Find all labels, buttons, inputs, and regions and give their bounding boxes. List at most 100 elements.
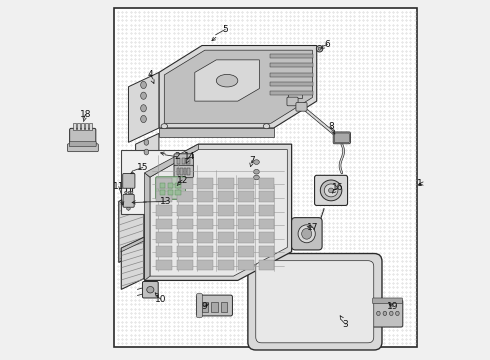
Polygon shape xyxy=(119,187,144,262)
Text: 3: 3 xyxy=(343,320,348,329)
Text: 16: 16 xyxy=(332,183,343,192)
Polygon shape xyxy=(136,134,159,166)
Bar xyxy=(259,205,274,216)
Bar xyxy=(238,232,254,243)
Polygon shape xyxy=(270,63,313,67)
Bar xyxy=(175,190,181,195)
Bar xyxy=(238,219,254,229)
Bar xyxy=(259,178,274,189)
Polygon shape xyxy=(270,82,313,86)
Polygon shape xyxy=(270,73,313,77)
Text: 11: 11 xyxy=(113,182,124,191)
Bar xyxy=(197,192,213,202)
Bar xyxy=(175,183,181,188)
Bar xyxy=(238,178,254,189)
Text: 6: 6 xyxy=(324,40,330,49)
Bar xyxy=(177,232,193,243)
Ellipse shape xyxy=(147,287,154,293)
Bar xyxy=(197,232,213,243)
Bar xyxy=(156,260,172,270)
FancyBboxPatch shape xyxy=(334,133,349,143)
Bar xyxy=(220,302,227,312)
Bar xyxy=(177,246,193,257)
Bar xyxy=(168,183,173,188)
Bar xyxy=(259,232,274,243)
FancyBboxPatch shape xyxy=(69,141,96,147)
Bar xyxy=(177,260,193,270)
Ellipse shape xyxy=(318,47,321,50)
Polygon shape xyxy=(270,54,313,58)
FancyBboxPatch shape xyxy=(248,253,382,350)
Bar xyxy=(176,168,179,175)
Bar xyxy=(238,260,254,270)
Bar xyxy=(177,205,193,216)
Polygon shape xyxy=(128,72,159,142)
Ellipse shape xyxy=(324,184,338,197)
Bar xyxy=(202,302,208,312)
Bar xyxy=(180,168,183,175)
Bar xyxy=(218,178,234,189)
Bar xyxy=(177,158,180,164)
Bar xyxy=(238,205,254,216)
FancyBboxPatch shape xyxy=(196,294,202,318)
Polygon shape xyxy=(270,91,313,95)
Polygon shape xyxy=(122,237,144,252)
Bar xyxy=(89,123,92,130)
Ellipse shape xyxy=(141,116,147,123)
Bar xyxy=(114,8,417,347)
Bar xyxy=(177,219,193,229)
Ellipse shape xyxy=(126,207,130,210)
Ellipse shape xyxy=(128,191,131,194)
FancyBboxPatch shape xyxy=(296,103,307,111)
Text: 5: 5 xyxy=(222,25,228,34)
FancyBboxPatch shape xyxy=(174,165,194,177)
Bar xyxy=(218,219,234,229)
Ellipse shape xyxy=(144,139,148,145)
Text: 7: 7 xyxy=(249,156,255,165)
Text: 4: 4 xyxy=(147,70,153,79)
Bar xyxy=(218,205,234,216)
Text: 10: 10 xyxy=(155,294,167,303)
Ellipse shape xyxy=(141,105,147,112)
Bar xyxy=(156,232,172,243)
Polygon shape xyxy=(159,128,274,137)
FancyBboxPatch shape xyxy=(122,174,135,188)
Bar xyxy=(177,178,193,189)
Bar xyxy=(197,178,213,189)
Bar xyxy=(259,219,274,229)
Ellipse shape xyxy=(254,160,259,165)
FancyBboxPatch shape xyxy=(174,154,194,167)
FancyBboxPatch shape xyxy=(373,298,402,304)
FancyBboxPatch shape xyxy=(68,144,98,152)
Polygon shape xyxy=(122,237,144,289)
Bar xyxy=(197,219,213,229)
Bar xyxy=(259,192,274,202)
FancyBboxPatch shape xyxy=(256,261,374,343)
Bar xyxy=(77,123,80,130)
FancyBboxPatch shape xyxy=(333,132,350,144)
FancyBboxPatch shape xyxy=(123,194,134,207)
Bar xyxy=(218,232,234,243)
Ellipse shape xyxy=(254,175,259,180)
Polygon shape xyxy=(145,144,292,280)
FancyBboxPatch shape xyxy=(245,151,269,184)
Ellipse shape xyxy=(302,228,312,239)
Ellipse shape xyxy=(329,188,334,193)
Bar xyxy=(85,123,88,130)
FancyBboxPatch shape xyxy=(228,162,239,178)
Text: 12: 12 xyxy=(176,176,188,185)
Bar xyxy=(181,158,185,164)
Bar xyxy=(187,168,190,175)
Bar xyxy=(259,246,274,257)
Bar xyxy=(168,190,173,195)
FancyBboxPatch shape xyxy=(70,129,96,145)
Ellipse shape xyxy=(254,170,259,174)
Bar xyxy=(218,192,234,202)
Text: 14: 14 xyxy=(184,152,195,161)
Bar xyxy=(122,149,191,214)
Bar xyxy=(197,260,213,270)
Text: 2: 2 xyxy=(174,152,180,161)
Bar xyxy=(156,246,172,257)
FancyBboxPatch shape xyxy=(292,218,322,250)
Bar xyxy=(156,205,172,216)
